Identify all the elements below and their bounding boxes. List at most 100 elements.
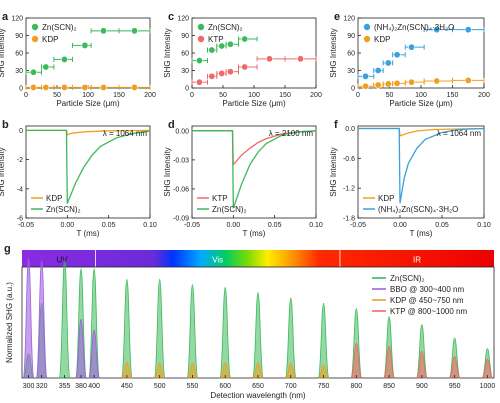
y-tick-label-a: 60: [15, 51, 23, 58]
x-tick-label-g: 850: [383, 383, 395, 390]
legend-label-e: KDP: [374, 35, 390, 44]
plot-frame-b: [25, 125, 151, 219]
data-point-a: [100, 83, 108, 91]
data-point-c: [195, 57, 203, 65]
y-tick-label-b: 0: [19, 128, 23, 135]
legend-marker-a: [31, 23, 39, 31]
x-axis-label-d: T (ms): [243, 229, 266, 238]
y-axis-label-c: SHG Intensity: [163, 28, 172, 77]
x-tick-label-g: 380: [75, 383, 87, 390]
peak-2: [186, 362, 199, 379]
peak-0: [153, 278, 166, 379]
y-axis-label-a: SHG Intensity: [0, 28, 6, 77]
data-point-c: [241, 63, 249, 71]
x-tick-label-g: 950: [449, 383, 461, 390]
peak-0: [186, 284, 199, 379]
y-axis-label-e: SHG Intensity: [329, 28, 338, 77]
x-tick-label-e: 0: [356, 92, 360, 99]
y-tick-label-b: -4: [17, 186, 23, 193]
x-tick-label-c: 100: [248, 92, 260, 99]
legend-label-b: Zn(SCN)₂: [46, 205, 81, 214]
data-point-e: [433, 77, 441, 85]
x-tick-label-g: 320: [36, 383, 48, 390]
x-tick-label-d: 0.10: [309, 222, 323, 229]
data-point-c: [265, 55, 273, 63]
data-point-a: [131, 27, 139, 35]
x-tick-label-f: -0.05: [350, 222, 366, 229]
panel-label-d: d: [168, 119, 175, 131]
y-axis-label-d: SHG Intensity: [163, 147, 172, 196]
y-tick-label-c: 90: [181, 33, 189, 40]
peak-0: [120, 278, 133, 379]
plot-frame-d: [191, 125, 317, 219]
data-point-c: [226, 68, 234, 76]
y-tick-label-d: 0.00: [175, 128, 189, 135]
spectrum-bar: [22, 250, 494, 267]
data-point-e: [408, 43, 416, 51]
legend-label-e: (NH₄)₂Zn(SCN)₄·3H₂O: [374, 23, 454, 32]
peak-0: [284, 297, 297, 379]
panel-label-a: a: [2, 11, 9, 23]
x-tick-label-g: 550: [187, 383, 199, 390]
y-axis-label-f: SHG Intensity: [329, 147, 338, 196]
x-tick-label-g: 750: [318, 383, 330, 390]
y-tick-label-e: 0: [351, 86, 355, 93]
x-axis-label-f: T (ms): [410, 229, 433, 238]
legend-label-g: BBO @ 300~400 nm: [390, 285, 465, 294]
peak-0: [219, 286, 232, 379]
y-axis-label-b: SHG Intensity: [0, 147, 6, 196]
series-line-f: [358, 127, 485, 204]
peak-1: [22, 257, 35, 379]
panel-label-f: f: [334, 119, 338, 131]
legend-label-a: KDP: [42, 35, 58, 44]
panel-label-b: b: [2, 119, 9, 131]
y-tick-label-f: -0.6: [343, 156, 355, 163]
data-point-c: [296, 55, 304, 63]
y-tick-label-e: 60: [347, 51, 355, 58]
x-tick-label-e: 150: [447, 92, 459, 99]
x-axis-label-g: Detection wavelength (nm): [210, 391, 305, 400]
annotation-d: λ = 2100 nm: [269, 129, 314, 138]
data-point-e: [374, 67, 382, 75]
x-tick-label-a: 100: [82, 92, 94, 99]
data-point-a: [81, 83, 89, 91]
x-tick-label-g: 650: [252, 383, 264, 390]
data-point-c: [208, 72, 216, 80]
peak-1: [35, 260, 48, 379]
y-tick-label-d: -0.09: [173, 216, 189, 223]
y-tick-label-c: 120: [177, 16, 189, 23]
legend-label-f: KDP: [378, 194, 394, 203]
x-tick-label-d: -0.05: [184, 222, 200, 229]
legend-marker-e: [363, 23, 371, 31]
series-line-d: [192, 130, 317, 209]
legend-marker-a: [31, 35, 39, 43]
x-tick-label-f: 0.05: [435, 222, 449, 229]
peak-0: [252, 292, 264, 379]
legend-label-g: KTP @ 800~1000 nm: [390, 307, 467, 316]
y-tick-label-c: 30: [181, 68, 189, 75]
y-tick-label-d: -0.03: [173, 157, 189, 164]
data-point-e: [464, 26, 472, 34]
series-line-b: [26, 129, 151, 204]
data-point-a: [29, 83, 37, 91]
peak-1: [75, 318, 87, 379]
data-point-e: [393, 79, 401, 87]
legend-label-a: Zn(SCN)₂: [42, 23, 77, 32]
x-axis-label-e: Particle Size (μm): [389, 99, 453, 108]
peak-3: [448, 356, 461, 379]
x-tick-label-g: 500: [154, 383, 166, 390]
legend-label-d: KTP: [212, 194, 228, 203]
legend-label-c: KTP: [208, 35, 224, 44]
y-tick-label-e: 120: [343, 16, 355, 23]
data-point-e: [362, 72, 370, 80]
y-tick-label-a: 30: [15, 68, 23, 75]
x-tick-label-c: 0: [190, 92, 194, 99]
y-tick-label-f: -1.8: [343, 216, 355, 223]
data-point-a: [60, 83, 68, 91]
annotation-f: λ = 1064 nm: [437, 129, 482, 138]
y-tick-label-f: -1.2: [343, 186, 355, 193]
x-tick-label-a: 200: [144, 92, 156, 99]
peak-0: [317, 302, 330, 379]
y-tick-label-f: 0.0: [345, 126, 355, 133]
x-tick-label-d: 0.00: [227, 222, 241, 229]
